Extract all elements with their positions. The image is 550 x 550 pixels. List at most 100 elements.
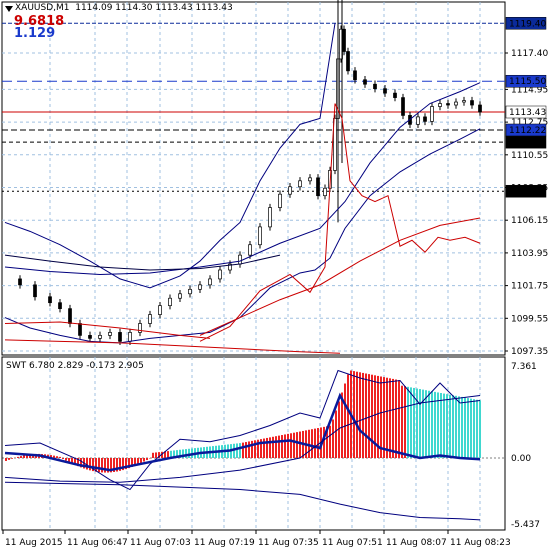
histogram-bar xyxy=(62,458,64,460)
histogram-bar xyxy=(386,377,388,458)
candle-body xyxy=(258,226,262,246)
histogram-bar xyxy=(5,458,7,461)
main-pane-border xyxy=(1,1,506,356)
histogram-bar xyxy=(293,432,295,458)
histogram-bar xyxy=(89,458,91,471)
time-tick-label: 11 Aug 2015 xyxy=(5,538,63,548)
histogram-bar xyxy=(401,385,403,458)
dropdown-triangle-icon[interactable] xyxy=(5,6,13,12)
candle-body xyxy=(128,332,132,342)
candle-body xyxy=(393,92,397,98)
candle-body xyxy=(168,297,172,307)
histogram-bar xyxy=(284,434,286,458)
histogram-bar xyxy=(356,371,358,458)
indicator-value-red: 9.6818 xyxy=(14,14,65,29)
histogram-bar xyxy=(272,436,274,458)
candle-body xyxy=(228,263,232,271)
histogram-bar xyxy=(434,391,436,458)
histogram-bar xyxy=(359,372,361,458)
candle-body xyxy=(430,106,434,122)
histogram-bar xyxy=(311,429,313,458)
histogram-bar xyxy=(461,396,463,458)
histogram-bar xyxy=(263,438,265,458)
candle-body xyxy=(373,83,377,90)
slow-ma-line xyxy=(4,254,281,271)
histogram-bar xyxy=(50,455,52,458)
candle-body xyxy=(238,254,242,265)
histogram-bar xyxy=(53,455,55,458)
histogram-bar xyxy=(8,458,10,460)
candle-body xyxy=(454,101,458,106)
candle-body xyxy=(268,207,272,228)
histogram-bar xyxy=(422,389,424,458)
histogram-bar xyxy=(317,428,319,458)
histogram-bar xyxy=(281,435,283,458)
candle-body xyxy=(383,88,387,94)
candle-body xyxy=(423,116,427,122)
time-tick-label: 11 Aug 07:35 xyxy=(258,538,319,548)
histogram-bar xyxy=(290,433,292,458)
price-tick-label: 1099.55 xyxy=(511,314,548,324)
histogram-bar xyxy=(431,391,433,458)
histogram-bar xyxy=(245,442,247,458)
histogram-bar xyxy=(56,456,58,458)
price-tick-label: 1101.75 xyxy=(511,282,548,292)
red-ma-line-2 xyxy=(4,339,341,354)
candle-body xyxy=(416,116,420,125)
histogram-bar xyxy=(467,398,469,458)
candle-body xyxy=(108,332,112,336)
candle-body xyxy=(138,323,142,333)
swt-line-thin xyxy=(4,369,481,491)
lower-band-line xyxy=(4,128,481,344)
candle-body xyxy=(98,335,102,339)
histogram-bar xyxy=(233,443,235,458)
candle-body xyxy=(218,269,222,280)
histogram-bar xyxy=(473,399,475,458)
candle-body xyxy=(18,278,22,286)
histogram-bar xyxy=(182,449,184,458)
histogram-bar xyxy=(68,458,70,463)
histogram-bar xyxy=(143,458,145,462)
histogram-bar xyxy=(254,440,256,458)
time-tick-label: 11 Aug 08:23 xyxy=(450,538,511,548)
histogram-bar xyxy=(110,458,112,473)
indicator-pane-border xyxy=(1,356,506,531)
candle-body xyxy=(401,97,405,116)
histogram-bar xyxy=(116,458,118,472)
histogram-bar xyxy=(80,458,82,468)
histogram-bar xyxy=(416,388,418,458)
histogram-bar xyxy=(158,452,160,458)
candle-body xyxy=(158,305,162,315)
histogram-bar xyxy=(122,458,124,471)
candle-body xyxy=(188,288,192,295)
histogram-bar xyxy=(338,401,340,458)
histogram-bar xyxy=(74,458,76,465)
candle-body xyxy=(78,323,82,336)
histogram-bar xyxy=(152,452,154,458)
histogram-bar xyxy=(104,458,106,473)
histogram-bar xyxy=(329,425,331,458)
candle-body xyxy=(178,293,182,299)
price-tag-label: 1115.50 xyxy=(509,77,546,87)
histogram-bar xyxy=(335,410,337,458)
histogram-bar xyxy=(161,451,163,458)
histogram-bar xyxy=(107,458,109,473)
histogram-bar xyxy=(380,376,382,458)
candle-body xyxy=(438,103,442,107)
red-ma-line-1 xyxy=(4,321,211,339)
histogram-bar xyxy=(119,458,121,471)
histogram-bar xyxy=(332,419,334,458)
histogram-bar xyxy=(149,458,151,459)
histogram-bar xyxy=(314,428,316,458)
histogram-bar xyxy=(239,443,241,458)
swt-line-bold xyxy=(4,392,481,472)
histogram-bar xyxy=(440,393,442,458)
candle-body xyxy=(288,186,292,195)
candle-body xyxy=(198,284,202,290)
price-tick-label: 1112.75 xyxy=(511,118,548,128)
histogram-bar xyxy=(113,458,115,473)
histogram-bar xyxy=(266,437,268,458)
symbol-info: XAUUSD,M1 1114.09 1114.30 1113.43 1113.4… xyxy=(15,3,233,13)
indicator-value-blue: 1.129 xyxy=(14,26,56,41)
